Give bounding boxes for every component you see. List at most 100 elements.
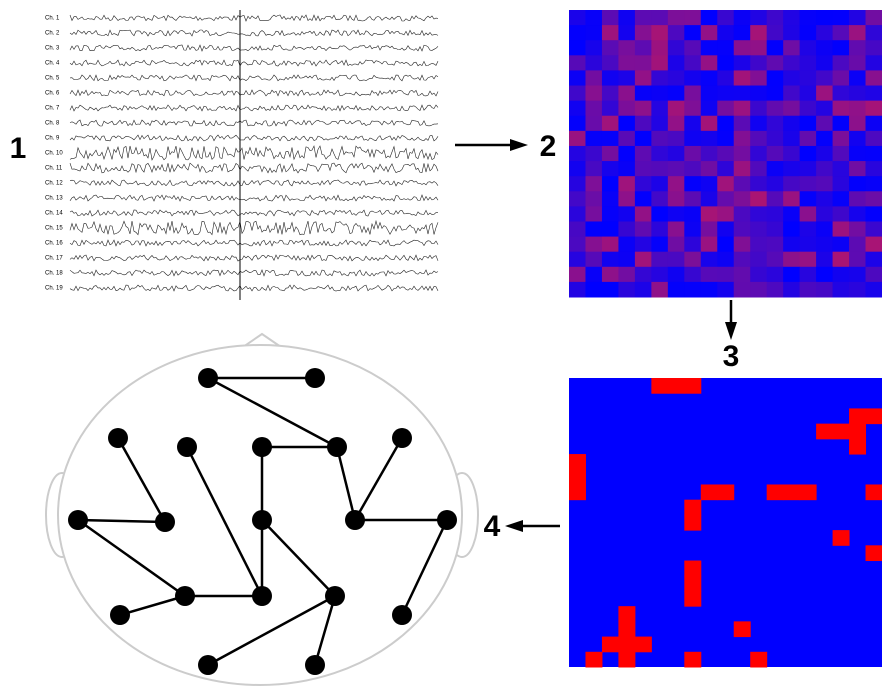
matrix-cell	[635, 237, 652, 253]
node	[437, 510, 457, 530]
matrix-cell	[849, 237, 866, 253]
binary-matrix	[569, 378, 882, 668]
matrix-cell	[783, 116, 800, 132]
matrix-cell	[816, 176, 833, 192]
matrix-cell	[800, 146, 817, 162]
matrix-cell	[816, 55, 833, 71]
matrix-cell	[800, 484, 817, 500]
matrix-cell	[767, 146, 784, 162]
matrix-cell	[668, 40, 685, 56]
matrix-cell	[717, 146, 734, 162]
matrix-cell	[783, 131, 800, 147]
matrix-cell	[569, 221, 586, 237]
matrix-cell	[668, 131, 685, 147]
matrix-cell	[618, 10, 635, 26]
matrix-cell	[866, 10, 882, 26]
matrix-cell	[668, 70, 685, 86]
matrix-cell	[668, 146, 685, 162]
matrix-cell	[833, 424, 850, 440]
matrix-cell	[717, 131, 734, 147]
matrix-cell	[767, 10, 784, 26]
eeg-trace	[70, 90, 438, 96]
matrix-cell	[585, 70, 602, 86]
matrix-cell	[800, 267, 817, 283]
matrix-cell	[569, 25, 586, 41]
channel-label: Ch. 2	[45, 31, 60, 37]
matrix-cell	[668, 161, 685, 177]
matrix-cell	[750, 86, 767, 102]
matrix-cell	[750, 161, 767, 177]
matrix-cell	[684, 515, 701, 531]
matrix-cell	[800, 206, 817, 222]
eeg-trace	[70, 45, 438, 51]
matrix-cell	[602, 237, 619, 253]
matrix-cell	[800, 176, 817, 192]
matrix-cell	[684, 86, 701, 102]
matrix-cell	[767, 161, 784, 177]
matrix-cell	[833, 70, 850, 86]
step-label: 3	[723, 340, 740, 373]
matrix-cell	[734, 10, 751, 26]
matrix-cell	[684, 282, 701, 298]
matrix-cell	[618, 282, 635, 298]
matrix-cell	[750, 25, 767, 41]
matrix-cell	[684, 116, 701, 132]
matrix-cell	[734, 86, 751, 102]
matrix-cell	[569, 101, 586, 117]
matrix-cell	[618, 621, 635, 637]
matrix-cell	[767, 191, 784, 207]
matrix-cell	[717, 40, 734, 56]
matrix-cell	[668, 221, 685, 237]
matrix-cell	[635, 146, 652, 162]
matrix-cell	[602, 191, 619, 207]
matrix-cell	[833, 206, 850, 222]
matrix-cell	[734, 101, 751, 117]
node	[392, 428, 412, 448]
matrix-cell	[783, 86, 800, 102]
matrix-cell	[717, 237, 734, 253]
matrix-cell	[602, 176, 619, 192]
matrix-cell	[701, 191, 718, 207]
matrix-cell	[684, 576, 701, 592]
eeg-trace	[70, 195, 438, 201]
matrix-cell	[701, 267, 718, 283]
matrix-cell	[618, 652, 635, 668]
matrix-cell	[684, 221, 701, 237]
node	[110, 605, 130, 625]
matrix-cell	[684, 131, 701, 147]
matrix-cell	[684, 237, 701, 253]
matrix-cell	[585, 221, 602, 237]
matrix-cell	[783, 221, 800, 237]
matrix-cell	[816, 161, 833, 177]
matrix-cell	[684, 25, 701, 41]
channel-label: Ch. 3	[45, 46, 60, 52]
matrix-cell	[849, 131, 866, 147]
matrix-cell	[734, 70, 751, 86]
matrix-cell	[668, 282, 685, 298]
matrix-cell	[602, 55, 619, 71]
matrix-cell	[668, 252, 685, 268]
matrix-cell	[849, 267, 866, 283]
matrix-cell	[783, 55, 800, 71]
matrix-cell	[783, 191, 800, 207]
matrix-cell	[833, 191, 850, 207]
matrix-cell	[651, 131, 668, 147]
node	[252, 437, 272, 457]
matrix-cell	[734, 131, 751, 147]
matrix-cell	[618, 101, 635, 117]
matrix-cell	[833, 10, 850, 26]
matrix-cell	[783, 176, 800, 192]
channel-label: Ch. 7	[45, 106, 60, 112]
matrix-cell	[602, 161, 619, 177]
matrix-cell	[866, 131, 882, 147]
matrix-cell	[734, 161, 751, 177]
matrix-cell	[585, 282, 602, 298]
channel-label: Ch. 9	[45, 136, 60, 142]
matrix-cell	[800, 86, 817, 102]
matrix-cell	[750, 206, 767, 222]
matrix-cell	[833, 25, 850, 41]
matrix-cell	[569, 70, 586, 86]
matrix-cell	[816, 191, 833, 207]
matrix-cell	[849, 161, 866, 177]
matrix-cell	[569, 176, 586, 192]
